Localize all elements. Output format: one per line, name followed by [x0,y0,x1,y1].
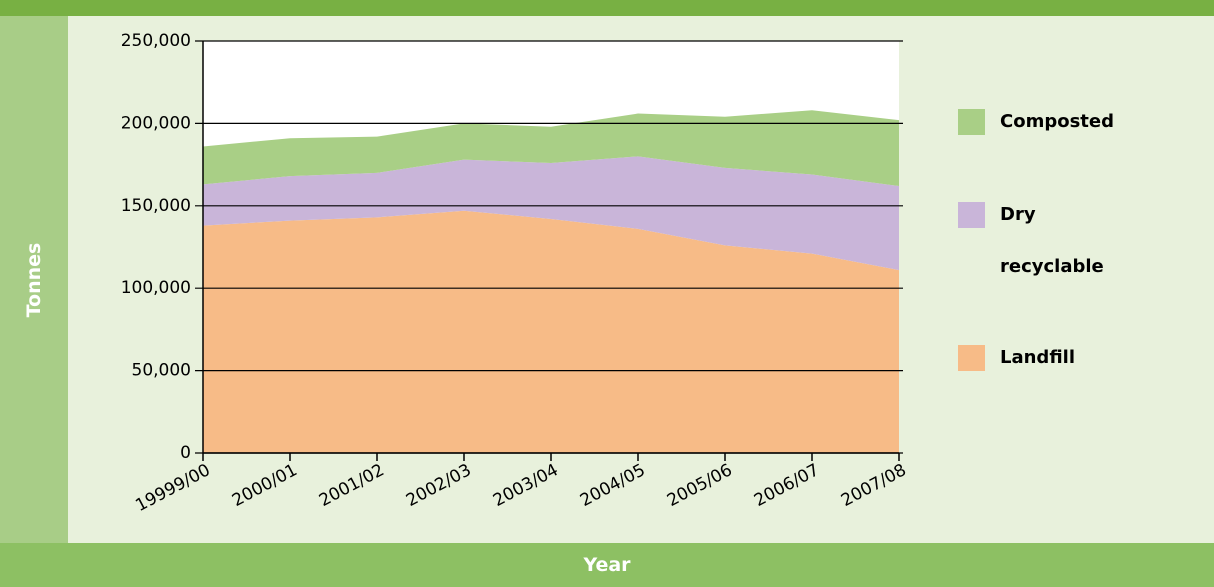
y-tick-label: 200,000 [121,113,191,133]
x-tick-label: 2003/04 [490,460,562,511]
area [203,110,899,187]
left-bar [0,16,68,543]
area [203,210,899,453]
x-tick-label: 19999/00 [132,460,213,516]
x-tick-label: 2007/08 [838,460,910,511]
legend-label: Dry recyclable [1000,204,1104,277]
top-bar [0,0,1214,16]
x-axis-label: Year [0,543,1214,587]
y-tick-label: 250,000 [121,31,191,51]
x-tick-label: 2000/01 [229,460,301,511]
y-tick-label: 100,000 [121,278,191,298]
x-tick-label: 2004/05 [577,460,649,511]
legend-swatch [958,202,985,228]
y-tick-label: 150,000 [121,196,191,216]
legend-swatch [958,345,985,371]
legend-swatch [958,109,985,135]
x-tick-label: 2002/03 [403,460,475,511]
x-tick-label: 2001/02 [316,460,388,511]
x-tick-label: 2006/07 [751,460,823,511]
y-tick-label: 50,000 [132,361,191,381]
area [203,156,899,271]
y-tick-label: 0 [180,443,191,463]
legend-label: Composted [1000,111,1114,132]
x-tick-label: 2005/06 [664,460,736,511]
legend-label: Landfill [1000,347,1075,368]
